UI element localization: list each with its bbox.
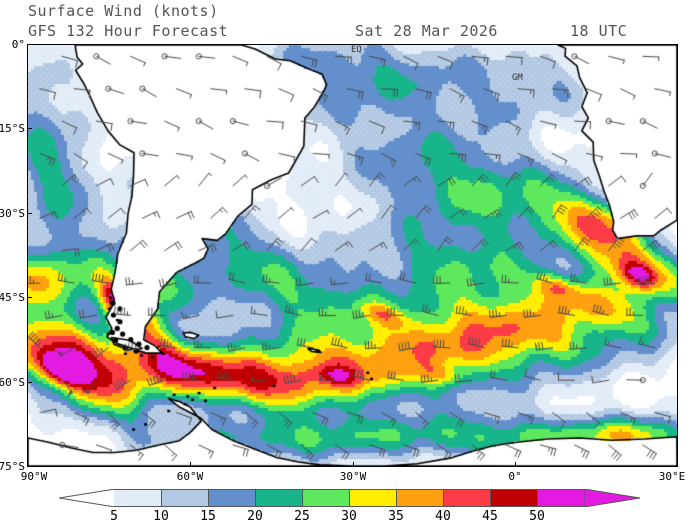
colorbar-cell [443, 489, 490, 507]
lon-tick-60w: 60°W [176, 470, 204, 483]
lat-tick-45s: 45°S [0, 291, 25, 304]
lon-tickmark-30w [353, 462, 354, 467]
lon-tickmark-60w [190, 462, 191, 467]
lat-tickmark-0 [27, 44, 32, 45]
map-plot-area[interactable]: EQ GM [27, 44, 678, 467]
cycle-time-label: 18 UTC [570, 22, 628, 40]
page-title: Surface Wind (knots) [28, 2, 219, 20]
colorbar-over-arrow-icon [584, 489, 640, 507]
colorbar-tick-label: 15 [200, 509, 216, 524]
lon-tick-30e: 30°E [658, 470, 686, 483]
lat-tick-30s: 30°S [0, 207, 25, 220]
lat-tickmark-45s [27, 297, 32, 298]
colorbar-tick-label: 45 [482, 509, 498, 524]
colorbar-cell [161, 489, 208, 507]
colorbar-cell [114, 489, 161, 507]
lat-tickmark-60s [27, 382, 32, 383]
colorbar-cell [537, 489, 584, 507]
lat-tickmark-30s [27, 213, 32, 214]
lat-tickmark-75s [27, 466, 32, 467]
lon-tickmark-0 [515, 462, 516, 467]
colorbar-tick-label: 35 [388, 509, 404, 524]
colorbar-tick-label: 25 [294, 509, 310, 524]
lat-tick-60s: 60°S [0, 376, 25, 389]
colorbar-tick-label: 10 [153, 509, 169, 524]
lat-tick-0: 0° [11, 38, 25, 51]
lon-tick-90w: 90°W [20, 470, 48, 483]
colorbar-under-arrow-icon [59, 489, 115, 507]
colorbar-tick-label: 20 [247, 509, 263, 524]
colorbar-cell [302, 489, 349, 507]
lon-tick-0: 0° [508, 470, 522, 483]
colorbar-cell [255, 489, 302, 507]
colorbar-cell [490, 489, 537, 507]
colorbar-cells [114, 489, 584, 507]
colorbar-tick-label: 30 [341, 509, 357, 524]
colorbar-cell [349, 489, 396, 507]
wind-speed-field-canvas [28, 45, 677, 466]
valid-date-label: Sat 28 Mar 2026 [355, 22, 498, 40]
lat-tickmark-15s [27, 128, 32, 129]
colorbar-tick-label: 5 [110, 509, 118, 524]
colorbar-tick-label: 50 [529, 509, 545, 524]
colorbar-cell [396, 489, 443, 507]
colorbar-cell [208, 489, 255, 507]
lat-tick-15s: 15°S [0, 122, 25, 135]
lon-tick-30w: 30°W [339, 470, 367, 483]
model-run-label: GFS 132 Hour Forecast [28, 22, 229, 40]
colorbar-tick-label: 40 [435, 509, 451, 524]
wind-speed-colorbar: 5 10 15 20 25 30 35 40 45 50 [0, 486, 700, 525]
lat-tick-75s: 75°S [0, 460, 25, 473]
